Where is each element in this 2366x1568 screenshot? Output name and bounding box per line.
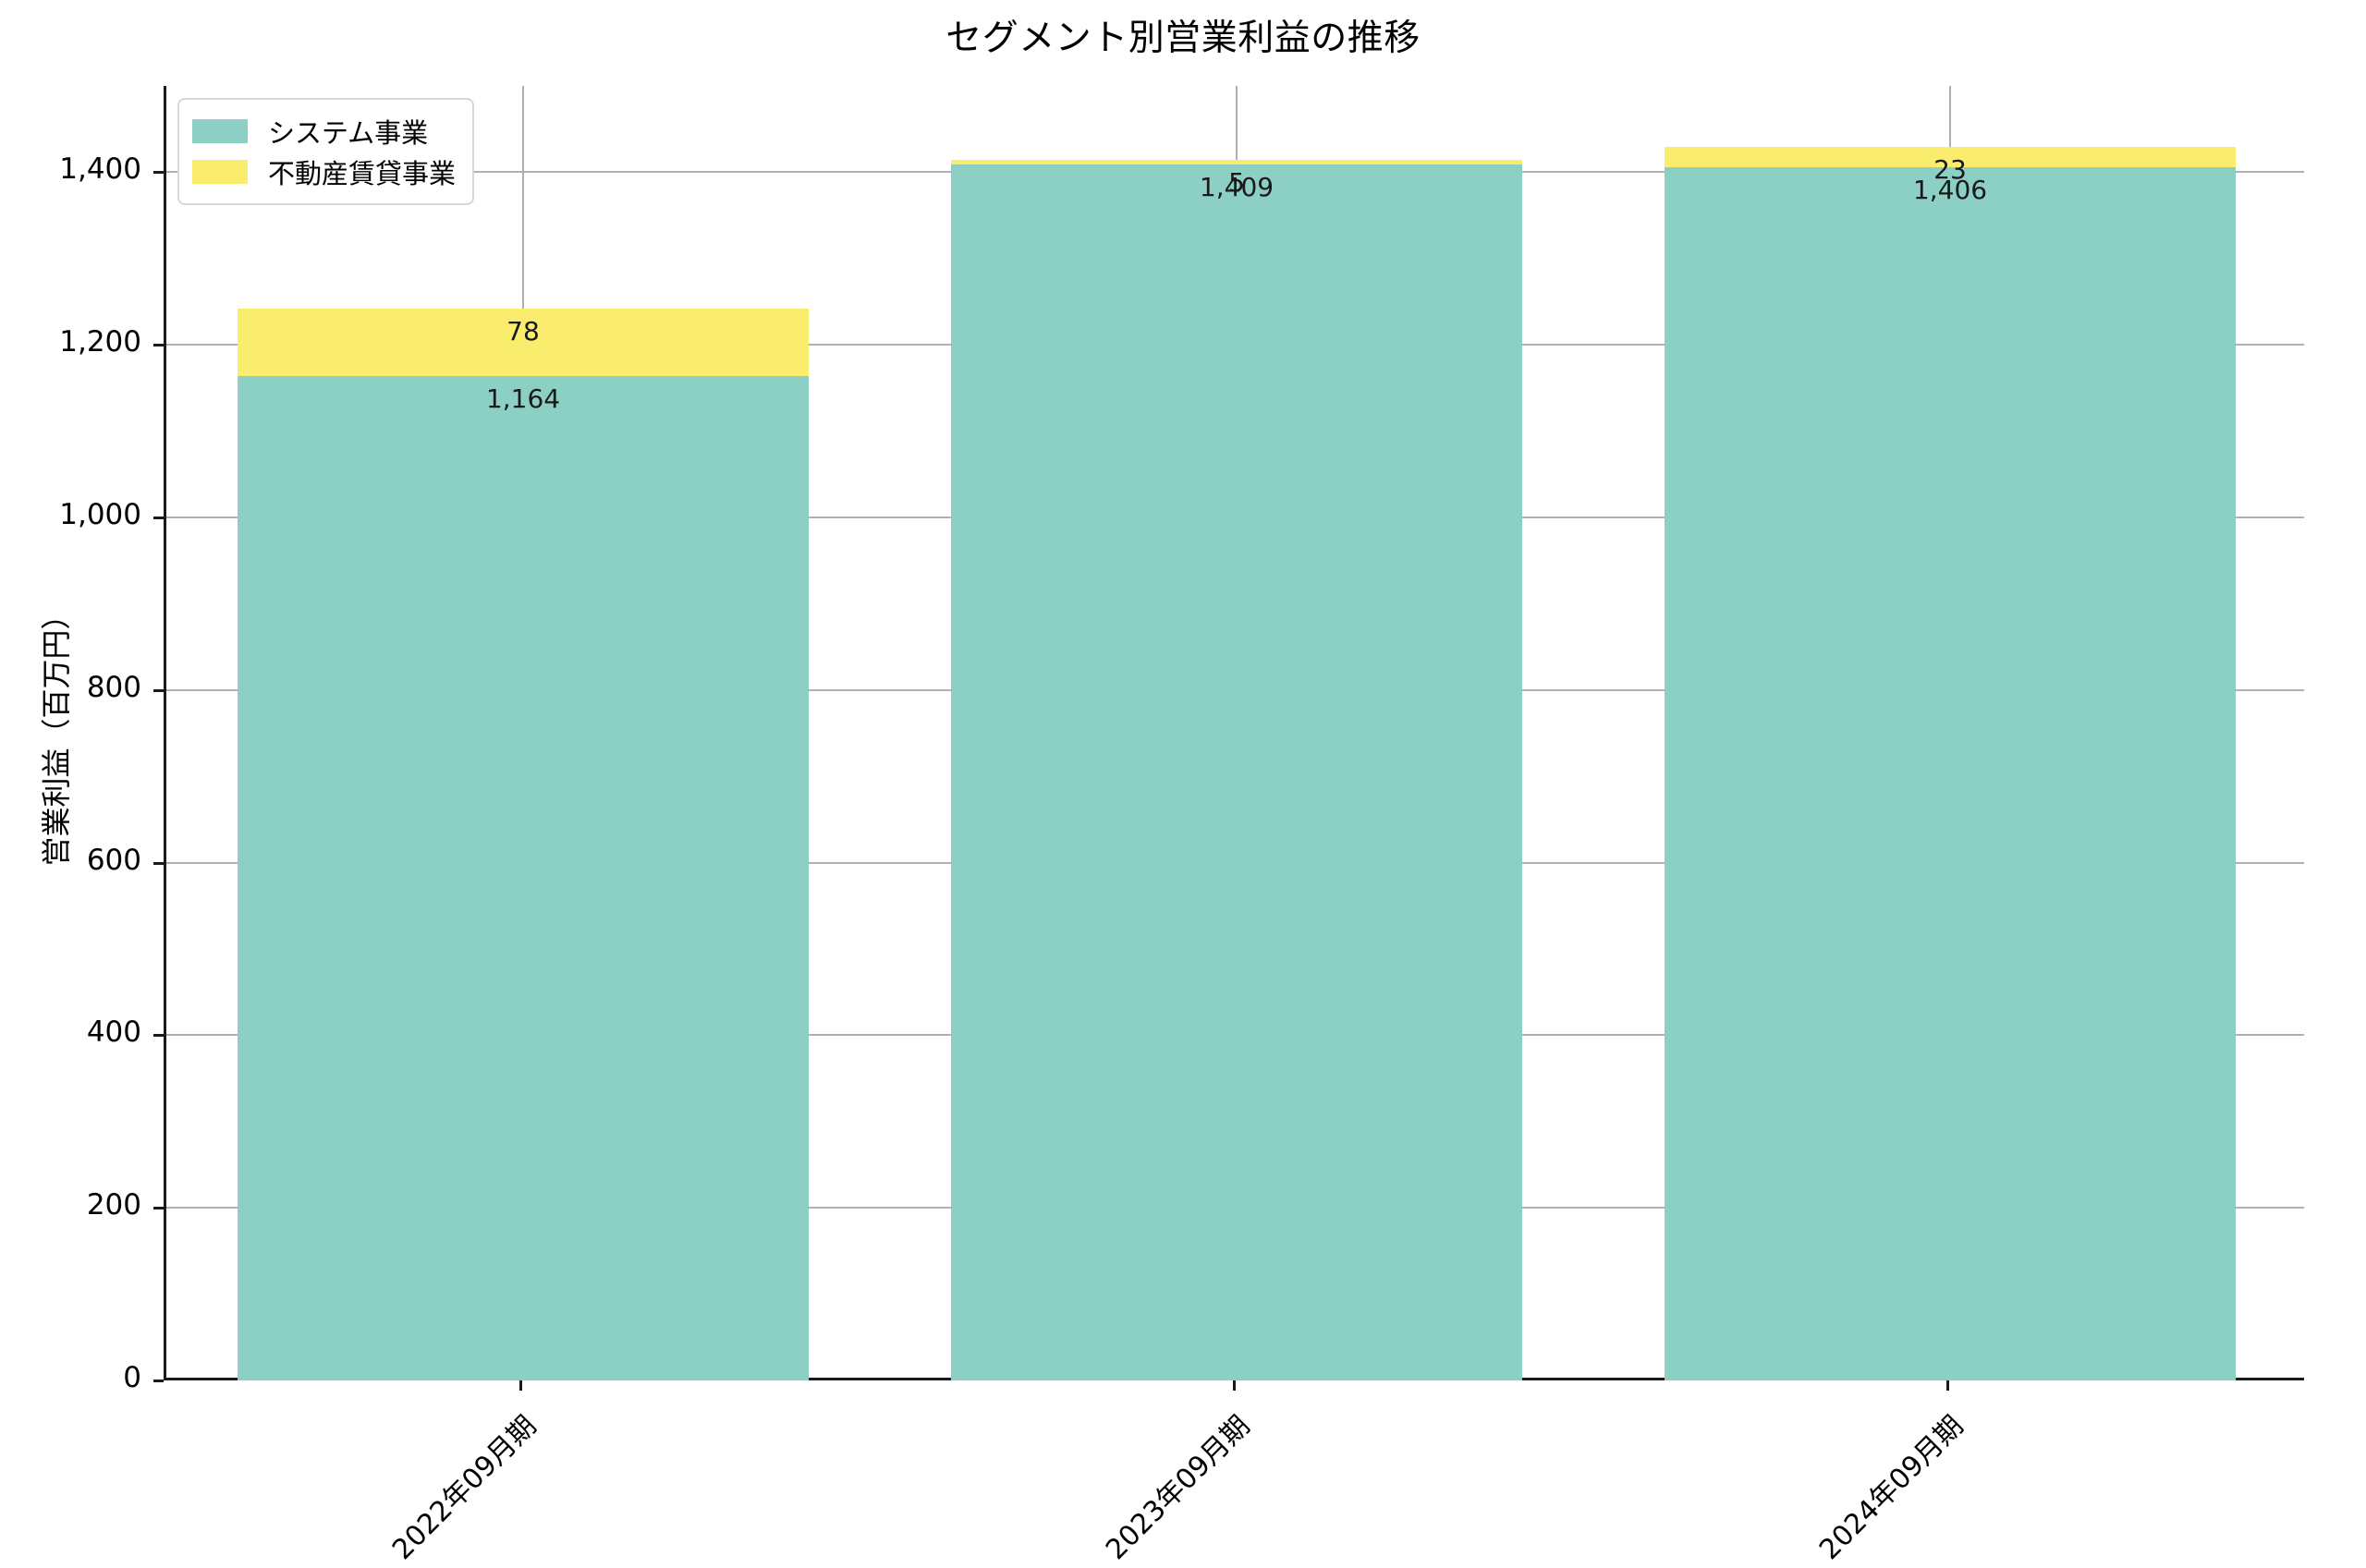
legend-item-realestate[interactable]: 不動産賃貸事業	[192, 152, 456, 192]
bar-value-label-realestate: 23	[1933, 154, 1967, 186]
y-tick-mark	[153, 344, 164, 347]
y-tick-mark	[153, 171, 164, 175]
legend-label-system: システム事業	[268, 117, 429, 149]
x-tick-mark	[519, 1380, 522, 1391]
chart-title: セグメント別営業利益の推移	[945, 18, 1421, 59]
bar-value-label-system: 1,409	[1199, 171, 1274, 202]
plot-inner: 1,164 78 1,409 5 1,406 23	[166, 86, 2304, 1380]
x-tick-label: 2022年09月期	[386, 1409, 543, 1567]
bar-value-label-realestate: 78	[506, 315, 540, 346]
y-tick-mark	[153, 1034, 164, 1038]
y-tick-mark	[153, 861, 164, 865]
plot-area: 1,164 78 1,409 5 1,406 23	[164, 86, 2304, 1380]
legend-label-realestate: 不動産賃貸事業	[268, 158, 457, 189]
y-tick-mark	[153, 517, 164, 519]
bar-value-label-system: 1,164	[485, 383, 561, 414]
chart-legend: システム事業 不動産賃貸事業	[177, 98, 475, 205]
y-tick-label: 400	[86, 1015, 141, 1050]
y-tick-mark	[153, 1207, 164, 1210]
y-tick-label: 0	[123, 1361, 141, 1394]
bar-segment-realestate[interactable]	[951, 160, 1522, 164]
y-tick-label: 800	[86, 670, 141, 704]
bar-segment-system[interactable]	[951, 164, 1522, 1380]
bar-value-label-system: 1,406	[1912, 174, 1988, 205]
legend-swatch-realestate	[192, 160, 248, 184]
x-tick-mark	[1946, 1380, 1949, 1391]
legend-swatch-system	[192, 119, 248, 143]
bar-segment-realestate[interactable]	[238, 308, 809, 376]
y-tick-label: 1,000	[59, 498, 141, 531]
y-tick-mark	[153, 1380, 164, 1382]
y-axis-label: 営業利益（百万円）	[39, 600, 74, 867]
y-tick-label: 1,400	[59, 152, 141, 187]
bar-value-label-realestate: 5	[1228, 167, 1245, 199]
y-tick-mark	[153, 688, 164, 692]
x-tick-label: 2024年09月期	[1813, 1409, 1970, 1567]
bar-segment-realestate[interactable]	[1665, 147, 2236, 167]
x-tick-label: 2023年09月期	[1100, 1409, 1257, 1567]
x-tick-mark	[1233, 1380, 1236, 1391]
legend-item-system[interactable]: システム事業	[192, 111, 456, 152]
y-tick-label: 1,200	[59, 325, 141, 359]
bar-segment-system[interactable]	[238, 375, 809, 1380]
y-tick-label: 600	[86, 843, 141, 877]
bar-segment-system[interactable]	[1665, 166, 2236, 1380]
y-tick-label: 200	[86, 1188, 141, 1222]
